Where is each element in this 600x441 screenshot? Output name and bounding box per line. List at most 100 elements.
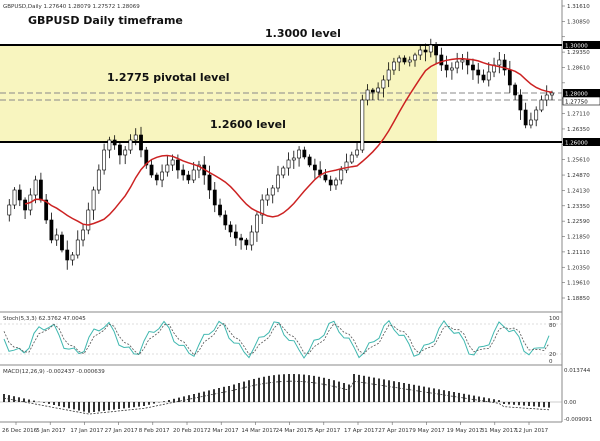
macd-bar (318, 377, 320, 402)
candle-body (545, 95, 548, 100)
macd-bar (98, 402, 100, 411)
macd-bar (88, 402, 90, 413)
candle-body (192, 170, 195, 180)
price-tick-label: 1.21850 (567, 235, 590, 241)
macd-bar (503, 402, 505, 404)
candle-body (482, 75, 485, 80)
candle-body (245, 240, 248, 245)
candle-body (287, 160, 290, 168)
macd-bar (383, 379, 385, 402)
macd-bar (173, 399, 175, 402)
candle-body (456, 62, 459, 68)
stoch-level-0-label: 0 (549, 359, 553, 365)
macd-bar (143, 402, 145, 406)
candle-body (182, 170, 185, 175)
macd-header: MACD(12,26,9) -0.002437 -0.000639 (3, 369, 105, 375)
candle-body (334, 180, 337, 185)
candle-body (23, 200, 26, 210)
candle-body (529, 120, 532, 125)
macd-bar (108, 402, 110, 410)
annotation-12775-pivotal-level: 1.2775 pivotal level (107, 71, 230, 84)
macd-bar (23, 398, 25, 402)
macd-bar (528, 402, 530, 406)
candle-body (403, 58, 406, 62)
candle-body (55, 235, 58, 240)
macd-bar (78, 402, 80, 411)
macd-bar (338, 382, 340, 402)
macd-bar (28, 400, 30, 403)
macd-bar (123, 402, 125, 408)
macd-level-bottom-label: -0.009091 (564, 417, 592, 423)
macd-bar (48, 402, 50, 404)
price-tick-label: 1.29350 (567, 50, 590, 56)
macd-bar (133, 402, 135, 407)
macd-bar (188, 395, 190, 402)
macd-bar (8, 395, 10, 402)
macd-bar (288, 374, 290, 402)
candle-body (240, 238, 243, 240)
macd-bar (208, 390, 210, 402)
candle-body (92, 190, 95, 210)
candle-body (324, 175, 327, 180)
macd-bar (438, 389, 440, 402)
stoch-level-100-label: 100 (549, 316, 560, 322)
macd-bar (348, 384, 350, 402)
macd-bar (353, 374, 355, 402)
macd-bar (258, 378, 260, 402)
price-tick-label: 1.26350 (567, 127, 590, 133)
candle-body (466, 60, 469, 65)
candle-body (282, 168, 285, 175)
candle-body (540, 100, 543, 110)
annotation-12600-level: 1.2600 level (210, 118, 286, 131)
candle-body (166, 165, 169, 172)
macd-bar (508, 402, 510, 404)
candle-body (76, 240, 79, 255)
candle-body (345, 162, 348, 170)
candle-body (103, 150, 106, 170)
macd-bar (323, 378, 325, 402)
time-tick-label: 27 Jan 2017 (105, 428, 138, 434)
macd-bar (308, 375, 310, 402)
macd-bar (403, 383, 405, 402)
candle-body (150, 165, 153, 175)
price-marker-12800-label: 1.28000 (565, 92, 588, 98)
candle-body (508, 70, 511, 85)
candle-body (108, 140, 111, 150)
time-tick-label: 2 Mar 2017 (207, 428, 239, 434)
candle-body (471, 65, 474, 70)
candle-body (313, 165, 316, 170)
candle-body (445, 65, 448, 70)
candle-body (434, 45, 437, 55)
candle-body (129, 140, 132, 150)
candle-body (218, 205, 221, 215)
macd-bar (368, 377, 370, 402)
symbol-header: GBPUSD,Daily 1.27640 1.28079 1.27572 1.2… (3, 4, 140, 10)
price-tick-label: 1.24870 (567, 173, 590, 179)
candle-body (176, 160, 179, 170)
macd-bar (393, 381, 395, 402)
macd-bar (428, 388, 430, 403)
candle-body (250, 232, 253, 245)
macd-bar (488, 398, 490, 402)
macd-bar (218, 388, 220, 402)
candle-body (50, 220, 53, 240)
macd-bar (533, 402, 535, 406)
macd-bar (118, 402, 120, 409)
macd-bar (233, 384, 235, 402)
candle-body (139, 135, 142, 150)
candle-body (113, 140, 116, 145)
macd-bar (293, 374, 295, 402)
time-tick-label: 27 Apr 2017 (378, 428, 413, 434)
annotation-13000-level: 1.3000 level (265, 27, 341, 40)
candle-body (224, 215, 227, 225)
price-tick-label: 1.19610 (567, 281, 590, 287)
time-tick-label: 17 Apr 2017 (344, 428, 379, 434)
candle-body (171, 160, 174, 165)
macd-bar (73, 402, 75, 409)
macd-bar (93, 402, 95, 412)
candle-body (266, 195, 269, 200)
candle-body (255, 215, 258, 232)
candle-body (524, 110, 527, 125)
time-tick-label: 9 May 2017 (412, 428, 445, 434)
